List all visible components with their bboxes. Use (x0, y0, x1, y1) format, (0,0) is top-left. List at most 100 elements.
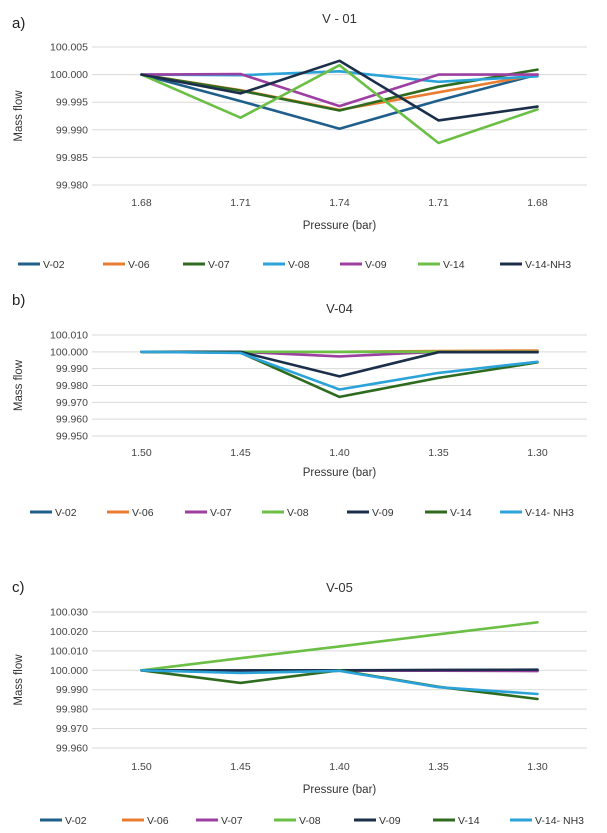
series-line-v-14-nh3 (140, 59, 539, 122)
y-tick-label: 99.980 (56, 704, 88, 716)
legend-item: V-14 (418, 259, 465, 271)
y-tick-label: 100.010 (50, 330, 88, 342)
legend-item: V-08 (262, 507, 309, 519)
legend-label: V-06 (128, 259, 150, 271)
y-tick-label: 99.970 (56, 397, 88, 409)
legend-item: V-08 (263, 259, 310, 271)
series-line-v-14-nh3 (140, 668, 539, 696)
y-tick-label: 99.970 (56, 723, 88, 735)
y-tick-label: 100.000 (50, 69, 88, 81)
chart-title: V - 01 (322, 11, 357, 26)
y-tick-label: 99.990 (56, 363, 88, 375)
legend-label: V-09 (379, 815, 401, 827)
legend-label: V-14- NH3 (535, 815, 584, 827)
legend-item: V-08 (274, 815, 321, 827)
legend-label: V-14-NH3 (525, 259, 571, 271)
legend-item: V-09 (354, 815, 401, 827)
legend-label: V-07 (221, 815, 243, 827)
legend-label: V-07 (210, 507, 232, 519)
series-line-v-14-nh3 (140, 350, 539, 391)
chart-panel-3: c) V-05 99.960 99.970 99.980 99.990 100.000 100… (12, 579, 587, 827)
legend-item: V-07 (185, 507, 232, 519)
chart-title: V-04 (326, 301, 353, 316)
y-tick-label: 99.990 (56, 684, 88, 696)
legend-label: V-06 (132, 507, 154, 519)
legend-item: V-09 (340, 259, 387, 271)
x-tick-label: 1.50 (131, 447, 152, 459)
panel-label: b) (12, 292, 25, 309)
legend-label: V-09 (372, 507, 394, 519)
legend-item: V-14- NH3 (510, 815, 584, 827)
x-tick-label: 1.71 (428, 197, 449, 209)
x-tick-label: 1.71 (230, 197, 251, 209)
legend-label: V-14 (458, 815, 480, 827)
legend-label: V-14 (443, 259, 465, 271)
series-line-v-08 (140, 70, 539, 84)
series-line-v-09 (140, 72, 539, 108)
legend-item: V-06 (107, 507, 154, 519)
legend-label: V-14- NH3 (525, 507, 574, 519)
x-tick-label: 1.30 (527, 761, 548, 773)
x-tick-label: 1.68 (131, 197, 152, 209)
y-tick-label: 99.960 (56, 414, 88, 426)
series-line-v-14 (140, 668, 539, 701)
legend-item: V-14 (425, 507, 472, 519)
legend-item: V-14- NH3 (500, 507, 574, 519)
legend-label: V-08 (288, 259, 310, 271)
x-tick-label: 1.68 (527, 197, 548, 209)
y-tick-label: 99.960 (56, 743, 88, 755)
legend-label: V-02 (65, 815, 87, 827)
y-tick-label: 99.980 (56, 380, 88, 392)
legend-label: V-02 (43, 259, 65, 271)
x-tick-label: 1.74 (329, 197, 350, 209)
legend-item: V-02 (18, 259, 65, 271)
series-line-v-14 (140, 63, 539, 145)
y-tick-label: 100.005 (50, 42, 88, 54)
chart-title: V-05 (326, 580, 353, 595)
legend-item: V-06 (122, 815, 169, 827)
x-tick-label: 1.35 (428, 447, 449, 459)
legend-label: V-14 (450, 507, 472, 519)
legend-label: V-08 (299, 815, 321, 827)
y-axis-title: Mass flow (13, 654, 25, 706)
y-tick-label: 100.020 (50, 626, 88, 638)
y-axis-title: Mass flow (13, 359, 25, 411)
y-tick-label: 99.995 (56, 97, 88, 109)
x-tick-label: 1.30 (527, 447, 548, 459)
chart-panel-1: a) V - 01 99.980 99.985 99.990 99.995 100.000 1… (12, 11, 587, 271)
legend-item: V-06 (103, 259, 150, 271)
chart-panel-2: b) V-04 99.950 99.960 99.970 99.980 99.990 100.… (12, 292, 587, 519)
y-tick-label: 100.000 (50, 665, 88, 677)
panel-label: c) (12, 579, 25, 596)
legend-item: V-14-NH3 (500, 259, 571, 271)
legend-label: V-08 (287, 507, 309, 519)
x-tick-label: 1.40 (329, 447, 350, 459)
legend: V-02 V-06 V-07 V-08 V-09 V-14 V-14- NH3 (30, 507, 574, 519)
legend-item: V-07 (183, 259, 230, 271)
legend-item: V-14 (433, 815, 480, 827)
legend-item: V-07 (196, 815, 243, 827)
legend-item: V-02 (40, 815, 87, 827)
legend-item: V-02 (30, 507, 77, 519)
series-line-v-08 (140, 620, 539, 672)
x-tick-label: 1.40 (329, 761, 350, 773)
legend-item: V-09 (347, 507, 394, 519)
x-tick-label: 1.45 (230, 761, 251, 773)
legend-label: V-06 (147, 815, 169, 827)
x-tick-label: 1.50 (131, 761, 152, 773)
y-tick-label: 99.985 (56, 152, 88, 164)
y-tick-label: 99.980 (56, 180, 88, 192)
legend: V-02 V-06 V-07 V-08 V-09 V-14 V-14- NH3 (40, 815, 584, 827)
x-axis-title: Pressure (bar) (303, 784, 377, 796)
series-line-v-02 (140, 73, 539, 130)
y-tick-label: 99.950 (56, 431, 88, 443)
x-axis-title: Pressure (bar) (303, 220, 377, 232)
x-tick-label: 1.35 (428, 761, 449, 773)
x-axis-title: Pressure (bar) (303, 467, 377, 479)
legend: V-02 V-06 V-07 V-08 V-09 V-14 V-14-NH3 (18, 259, 571, 271)
y-tick-label: 99.990 (56, 124, 88, 136)
y-axis-title: Mass flow (13, 90, 25, 142)
y-tick-label: 100.030 (50, 607, 88, 619)
x-tick-label: 1.45 (230, 447, 251, 459)
